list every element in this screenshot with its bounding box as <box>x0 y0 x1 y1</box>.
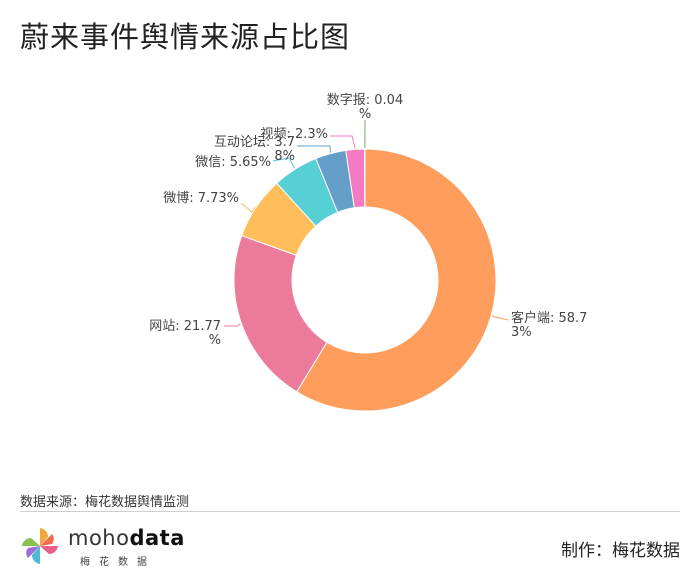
slice-label-互动论坛: 互动论坛: 3.7 8% <box>214 135 295 164</box>
brand-name: mohodata <box>68 526 185 550</box>
leader-line-微信 <box>272 157 296 169</box>
brand-suffix: data <box>129 526 185 550</box>
labels-group: 客户端: 58.7 3% 网站: 21.77 % 微博: 7.73% 微信: 5.65%互… <box>149 93 587 348</box>
leader-line-微博 <box>240 202 256 213</box>
slice-label-网站: 网站: 21.77% <box>149 319 221 348</box>
slices-group <box>233 148 497 412</box>
brand-prefix: moho <box>68 526 130 550</box>
slice-label-微博: 微博: 7.73% <box>163 191 239 206</box>
divider <box>20 511 680 512</box>
brand-subtitle: 梅花数据 <box>80 557 156 568</box>
slice-label-数字报: 数字报: 0.04% <box>327 93 403 122</box>
leader-lines-group <box>224 119 509 327</box>
slice-客户端 <box>296 148 497 412</box>
leader-line-客户端 <box>491 315 509 321</box>
leader-line-网站 <box>224 323 241 327</box>
footer: mohodata 梅花数据 制作：梅花数据 <box>0 512 700 576</box>
slice-label-客户端: 客户端: 58.7 3% <box>511 310 587 340</box>
donut-chart: 客户端: 58.7 3% 网站: 21.77 % 微博: 7.73% 微信: 5.65%互… <box>149 93 587 412</box>
leader-line-视频 <box>330 135 356 149</box>
slice-label-微信: 微信: 5.65% <box>195 155 271 170</box>
slice-label-视频: 视频: 2.3% <box>260 127 328 142</box>
chart-title: 蔚来事件舆情来源占比图 <box>20 20 351 54</box>
maker-credit: 制作：梅花数据 <box>561 541 680 561</box>
data-source: 数据来源：梅花数据舆情监测 <box>20 495 190 510</box>
leader-line-互动论坛 <box>297 145 331 153</box>
pinwheel-logo-icon <box>22 528 58 564</box>
